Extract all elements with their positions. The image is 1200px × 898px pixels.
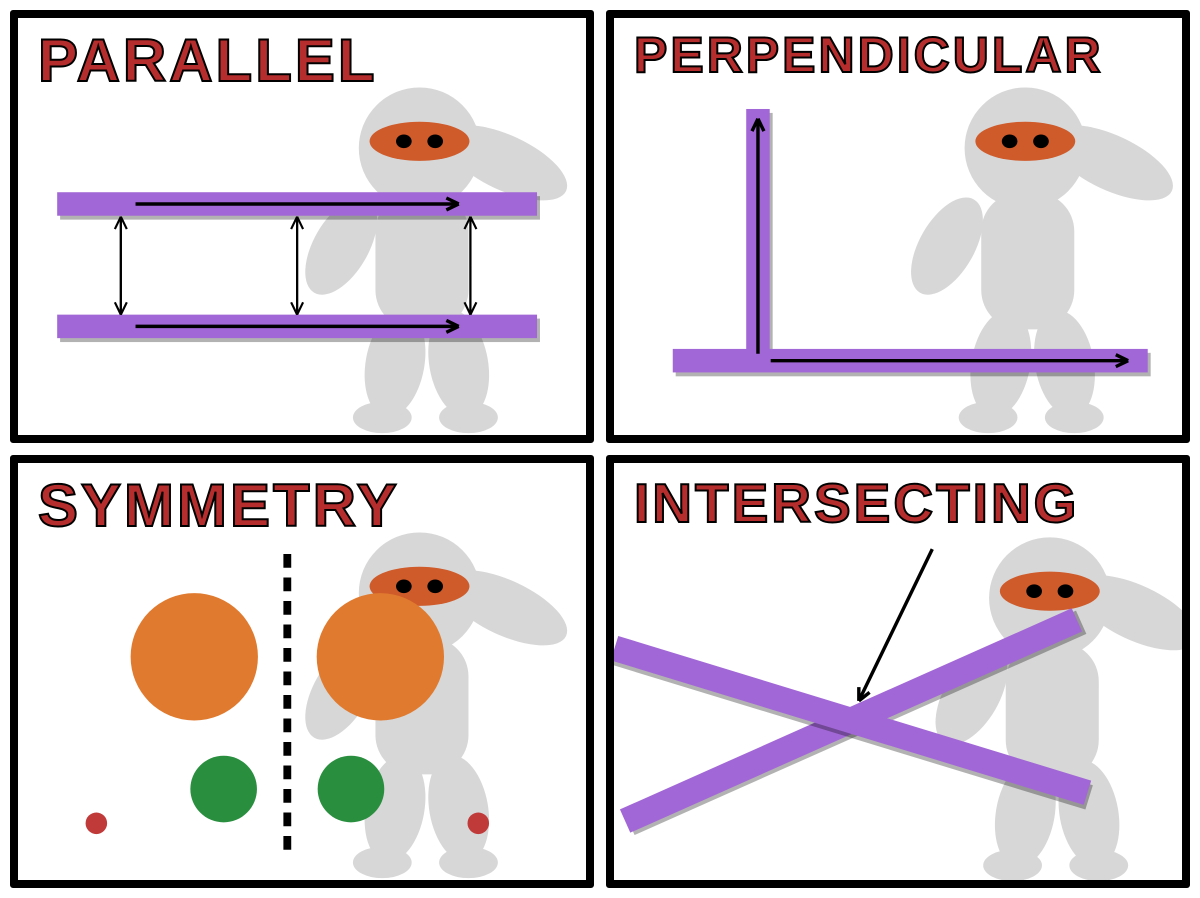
panel-intersecting: INTERSECTING — [606, 455, 1190, 888]
title-text: SYMMETRY — [38, 472, 400, 539]
panel-title: PERPENDICULAR — [634, 26, 1104, 84]
panel-symmetry: SYMMETRY — [10, 455, 594, 888]
panel-perpendicular: PERPENDICULAR — [606, 10, 1190, 443]
title-text: INTERSECTING — [634, 472, 1079, 534]
title-text: PARALLEL — [38, 27, 378, 94]
panel-title: SYMMETRY — [38, 471, 400, 540]
panel-title: INTERSECTING — [634, 471, 1079, 535]
panel-parallel: PARALLEL — [10, 10, 594, 443]
panel-title: PARALLEL — [38, 26, 378, 95]
infographic-grid: PARALLEL PERPENDICULAR — [10, 10, 1190, 888]
title-text: PERPENDICULAR — [634, 27, 1104, 83]
